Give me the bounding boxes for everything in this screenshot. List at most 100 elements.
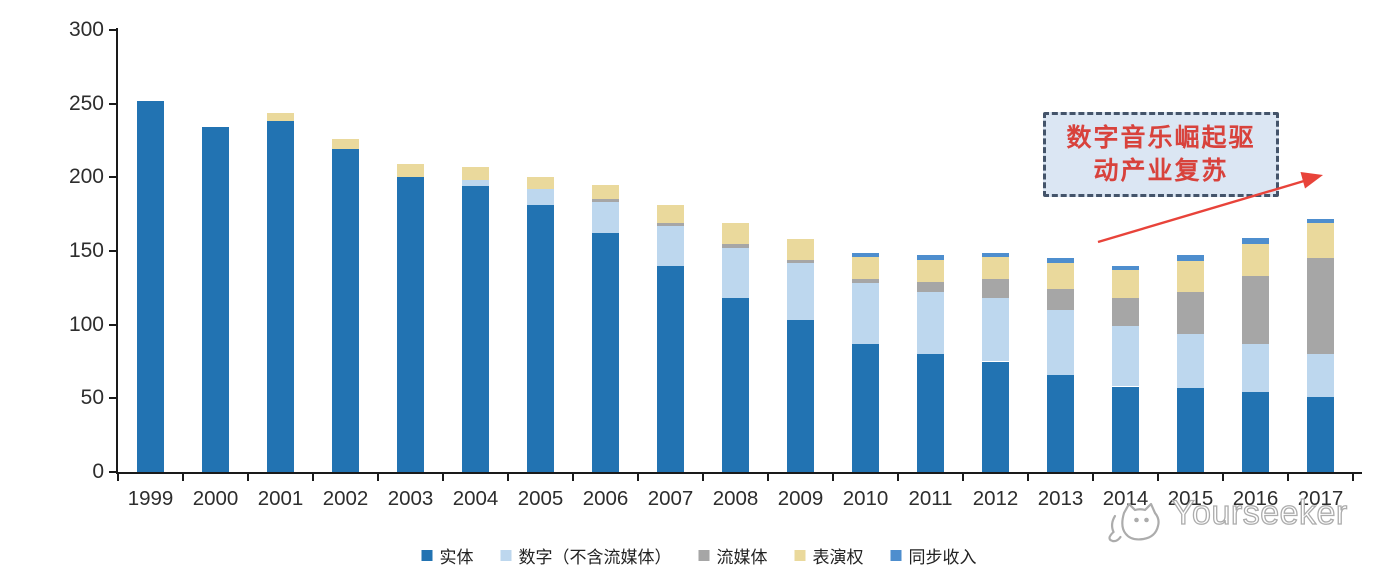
bar-segment-performance-rights [917,259,944,282]
x-axis-tick [1287,474,1289,481]
x-axis-tick [377,474,379,481]
annotation-callout: 数字音乐崛起驱 动产业复苏 [1043,112,1279,197]
legend: 实体 数字（不含流媒体） 流媒体 表演权 同步收入 [421,543,977,568]
x-axis-tick [1157,474,1159,481]
x-axis-tick [442,474,444,481]
y-axis-tick-label: 250 [68,91,104,115]
bar-segment-performance-rights [592,184,619,200]
legend-item-sync-revenue: 同步收入 [890,543,977,568]
x-axis-tick [637,474,639,481]
bar-segment-physical [787,320,814,472]
bar-segment-physical [267,121,294,472]
x-axis-year-label: 2007 [647,487,694,510]
legend-item-digital-excl-streaming: 数字（不含流媒体） [500,543,672,568]
x-axis-year-label: 2002 [322,487,369,510]
y-axis [116,28,118,474]
x-axis-year-label: 2001 [257,487,304,510]
legend-swatch-performance-rights [794,550,806,561]
bar-segment-digital-excl-streaming [462,180,489,187]
x-axis-tick [312,474,314,481]
bar-segment-performance-rights [462,167,489,181]
x-axis-year-label: 1999 [127,487,174,510]
x-axis-tick [832,474,834,481]
x-axis-tick [1352,474,1354,481]
bar-segment-performance-rights [1047,262,1074,290]
bar-segment-physical [137,100,164,472]
bar-segment-physical [722,298,749,472]
legend-item-performance-rights: 表演权 [794,543,864,568]
x-axis-year-label: 2008 [712,487,759,510]
legend-label-physical: 实体 [439,548,474,567]
bar-segment-physical [592,233,619,472]
legend-swatch-physical [421,550,433,561]
x-axis-year-label: 2006 [582,487,629,510]
x-axis-year-label: 2010 [842,487,889,510]
bar-segment-streaming [1112,298,1139,327]
bar-segment-physical [332,149,359,472]
watermark: Yourseeker [1100,493,1348,548]
bar-segment-physical [1177,388,1204,472]
bar-segment-performance-rights [1177,261,1204,293]
x-axis-year-label: 2017 [1297,487,1344,510]
y-axis-tick [109,323,116,326]
y-axis-tick [109,29,116,31]
watermark-brand-text: Yourseeker [1171,493,1348,532]
bar-segment-performance-rights [1112,270,1139,299]
bar-segment-performance-rights [527,177,554,190]
x-axis-tick [1092,474,1094,481]
bar-segment-digital-excl-streaming [1112,326,1139,387]
bar-segment-performance-rights [852,256,879,279]
x-axis-tick [1222,474,1224,481]
y-axis-tick [109,102,116,105]
bar-segment-performance-rights [332,139,359,150]
bar-segment-streaming [917,281,944,293]
bar-segment-performance-rights [267,112,294,122]
bar-segment-digital-excl-streaming [1307,354,1334,397]
bar-segment-sync-revenue [1047,258,1074,263]
legend-label-streaming: 流媒体 [716,548,768,567]
x-axis-year-label: 2013 [1037,487,1084,510]
x-axis-year-label: 2016 [1232,487,1279,510]
bar-segment-streaming [1047,289,1074,310]
x-axis-tick [897,474,899,481]
x-axis-tick [1027,474,1029,481]
bar-segment-digital-excl-streaming [787,262,814,321]
bar-segment-streaming [1177,292,1204,334]
y-axis-tick-label: 50 [80,386,104,410]
legend-item-physical: 实体 [421,543,474,568]
x-axis-year-label: 2015 [1167,487,1214,510]
x-axis-year-label: 2012 [972,487,1019,510]
bar-segment-sync-revenue [982,252,1009,257]
bar-segment-physical [1112,386,1139,472]
bar-segment-digital-excl-streaming [917,292,944,355]
bar-segment-physical [982,361,1009,472]
bar-segment-digital-excl-streaming [1047,309,1074,375]
bar-segment-sync-revenue [1307,218,1334,223]
bar-segment-sync-revenue [1112,265,1139,271]
y-axis-tick-label: 150 [68,239,104,262]
x-axis-year-label: 2011 [908,487,953,510]
x-axis-year-label: 2000 [192,487,239,510]
annotation-text-line2: 动产业复苏 [1093,156,1229,185]
bar-segment-digital-excl-streaming [1242,343,1269,393]
bar-segment-performance-rights [657,205,684,223]
bar-segment-streaming [1307,258,1334,355]
x-axis-year-label: 2009 [777,487,824,510]
y-axis-tick-label: 0 [92,460,104,483]
x-axis-year-label: 2004 [452,487,499,510]
bar-segment-physical [917,354,944,472]
annotation-text-line1: 数字音乐崛起驱 [1066,124,1256,152]
legend-label-performance-rights: 表演权 [812,548,864,567]
legend-swatch-sync-revenue [890,550,902,561]
bar-segment-physical [527,205,554,472]
legend-label-digital-excl-streaming: 数字（不含流媒体） [518,548,672,567]
legend-label-sync-revenue: 同步收入 [908,548,977,567]
bar-segment-performance-rights [722,223,749,244]
bar-segment-streaming [1242,276,1269,344]
bar-segment-performance-rights [1307,223,1334,259]
bar-segment-streaming [787,259,814,263]
y-axis-tick [109,397,116,400]
x-axis [116,472,1362,474]
bar-segment-physical [657,265,684,472]
